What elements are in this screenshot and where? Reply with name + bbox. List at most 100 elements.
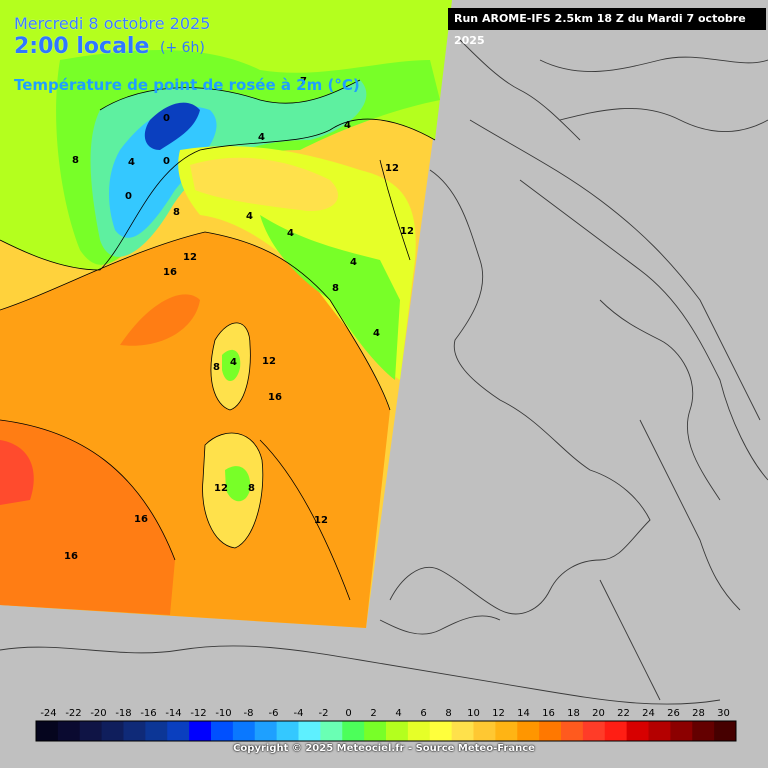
legend-swatch [429,721,453,741]
legend-swatch [692,721,715,741]
legend-tick-label: -22 [65,708,81,719]
legend-swatch [648,721,671,741]
contour-label: 7 [300,76,307,87]
legend-tick-label: 24 [642,708,655,719]
contour-label: 16 [163,267,177,278]
contour-label: 8 [72,155,79,166]
contour-label: 16 [134,514,148,525]
legend-swatch [79,721,103,741]
contour-label: 4 [350,257,357,268]
blue-alps-zone [108,106,217,238]
contour-label: 0 [163,113,170,124]
contour-label: 8 [248,483,255,494]
contour-label: 4 [128,157,135,168]
forecast-date: Mercredi 8 octobre 2025 [14,14,211,33]
contour-label: 4 [344,120,351,131]
legend-swatch [451,721,474,741]
contour-lines [0,79,436,601]
legend-tick-label: -12 [190,708,206,719]
legend-tick-label: 16 [542,708,555,719]
legend-tick-label: 26 [667,708,680,719]
contour-label: 12 [262,356,276,367]
legend-swatch [364,721,387,741]
contour-label: 12 [214,483,228,494]
contour-label: 0 [125,191,132,202]
legend-swatch [407,721,431,741]
legend-tick-label: 2 [370,708,376,719]
contour-label: 8 [213,362,220,373]
contour-label: 12 [385,163,399,174]
legend-tick-label: 4 [395,708,401,719]
yellow-po-zone [190,157,339,211]
legend-swatch [123,721,146,741]
contour-label: 16 [268,392,282,403]
corsica-green [222,349,241,382]
legend-swatch [539,721,562,741]
legend-tick-label: -8 [244,708,254,719]
darkblue-alps-zone [144,102,200,150]
legend-swatch [320,721,343,741]
legend-tick-label: -4 [294,708,304,719]
contour-label: 4 [373,328,380,339]
legend-tick-label: 14 [517,708,530,719]
legend-swatch [714,721,737,741]
legend-tick-label: 28 [692,708,705,719]
forecast-offset: (+ 6h) [160,40,205,56]
legend-swatch [211,721,234,741]
legend-swatch [57,721,81,741]
contour-label: 0 [163,156,170,167]
legend-swatch [626,721,649,741]
contour-label: 12 [314,515,328,526]
legend-swatch [167,721,190,741]
legend-tick-label: -6 [269,708,279,719]
forecast-time: 2:00 locale [14,34,150,59]
contour-label: 16 [64,551,78,562]
legend-tick-label: 18 [567,708,580,719]
legend-swatch [561,721,584,741]
legend-swatch [232,721,256,741]
legend-tick-label: 6 [420,708,426,719]
sea-darker-zone [0,420,175,615]
legend-tick-label: -2 [319,708,329,719]
legend-swatch [189,721,212,741]
contour-label: 12 [400,226,414,237]
green-italy-zone [260,215,400,380]
legend-swatch [582,721,606,741]
contour-label: 8 [332,283,339,294]
legend-tick-label: 0 [345,708,351,719]
contour-label: 4 [246,211,253,222]
sea-red-zone [0,440,34,505]
legend-tick-label: 30 [717,708,730,719]
legend-tick-label: 8 [445,708,451,719]
contour-label: 4 [258,132,265,143]
legend-swatch [342,721,365,741]
legend-tick-label: 12 [492,708,505,719]
legend-swatch [298,721,321,741]
legend-swatch [517,721,540,741]
legend-tick-label: -20 [90,708,106,719]
legend-tick-label: -14 [165,708,181,719]
legend-swatch [101,721,124,741]
parameter-title: Température de point de rosée à 2m (°C) [14,76,360,94]
legend-tick-label: -24 [40,708,56,719]
legend-tick-label: -10 [215,708,231,719]
contour-label: 4 [230,357,237,368]
legend-swatch [36,721,59,741]
legend-swatch [254,721,278,741]
legend-swatch [386,721,409,741]
orange-patch [120,294,200,346]
legend-swatch [604,721,628,741]
copyright-notice: Copyright © 2025 Meteociel.fr - Source M… [233,743,535,754]
contour-label: 4 [287,228,294,239]
legend-tick-label: 20 [592,708,605,719]
model-run-banner: Run AROME-IFS 2.5km 18 Z du Mardi 7 octo… [448,8,766,47]
coastlines [0,39,768,705]
color-legend: -24 -22 -20 -18 -16 -14 -12 -10 -8 -6 -4 -2 0 2 4 6 8 10 1… [35,708,737,742]
legend-tick-label: 10 [467,708,480,719]
legend-swatch [276,721,299,741]
legend-swatch [145,721,168,741]
legend-tick-label: -16 [140,708,156,719]
